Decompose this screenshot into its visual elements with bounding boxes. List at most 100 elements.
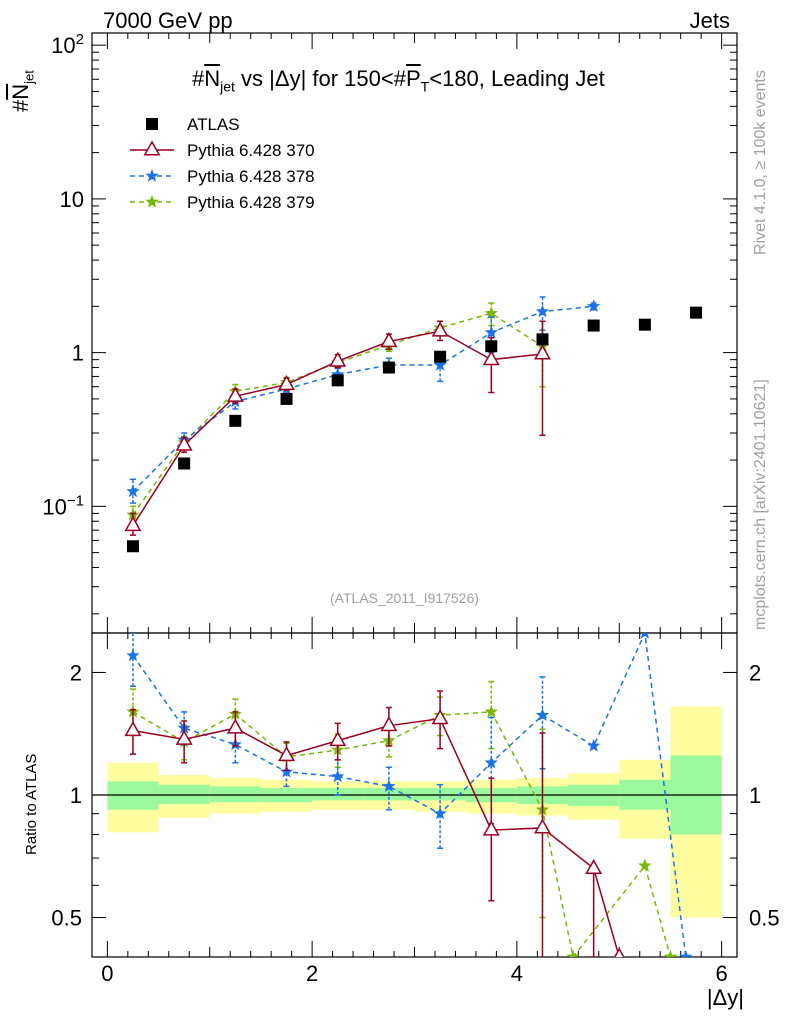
x-tick-label: 2	[306, 961, 318, 986]
triangle-marker	[175, 729, 193, 745]
ratio-bands	[107, 706, 722, 918]
title-sub-t: T	[420, 78, 430, 95]
star-marker	[638, 858, 652, 872]
top-y-tick-label: 10−1	[42, 492, 84, 519]
star-marker	[279, 764, 294, 778]
tick-exponent: 2	[76, 31, 84, 48]
title-hash: #	[192, 66, 205, 91]
star-marker	[433, 806, 447, 820]
ratio-y-tick-label-right: 2	[749, 660, 761, 685]
triangle-marker	[278, 746, 296, 762]
triangle-marker	[533, 818, 551, 834]
triangle-marker	[226, 386, 244, 402]
triangle-marker	[329, 351, 347, 367]
ratio-y-tick-label-left: 0.5	[51, 906, 82, 931]
legend-marker	[146, 118, 158, 130]
star-marker	[331, 367, 345, 381]
triangle-marker	[380, 332, 398, 348]
main-series	[124, 320, 551, 536]
triangle-marker	[482, 350, 500, 366]
top-y-tick-label: 10	[60, 187, 84, 212]
triangle-marker	[175, 435, 193, 451]
star-marker	[145, 169, 159, 182]
ratio-y-tick-label-right: 0.5	[749, 906, 780, 931]
main-point	[587, 319, 600, 332]
main-point	[126, 540, 139, 553]
main-point	[229, 414, 242, 427]
star-marker	[126, 484, 140, 498]
main-series	[126, 306, 703, 553]
triangle-marker	[613, 947, 625, 957]
main-point	[434, 350, 447, 363]
mcplots-source-label: mcplots.cern.ch [arXiv:2401.10621]	[752, 379, 769, 630]
main-point	[331, 374, 344, 387]
ratio-series	[124, 690, 625, 957]
triangle-marker	[124, 721, 142, 737]
main-line	[132, 305, 594, 492]
tick-base: 10	[42, 494, 66, 519]
analysis-reference: (ATLAS_2011_I917526)	[330, 590, 479, 606]
main-point	[178, 457, 191, 470]
band-inner	[209, 786, 261, 803]
triangle-marker	[431, 321, 449, 337]
title-sub-jet: jet	[220, 78, 235, 95]
tick-base: 10	[60, 187, 84, 212]
ratio-line	[132, 717, 620, 957]
tick-base: 1	[72, 341, 84, 366]
triangle-marker	[482, 820, 500, 836]
x-axis-label: |Δy|	[706, 985, 744, 1010]
legend: ATLAS Pythia 6.428 370 Pythia 6.428 378 Pyt…	[130, 115, 315, 212]
triangle-marker	[380, 716, 398, 732]
star-marker	[145, 195, 159, 208]
triangle-marker	[431, 709, 449, 725]
star-marker	[535, 708, 550, 721]
legend-label: Pythia 6.428 370	[187, 141, 315, 160]
ratio-y-tick-label-left: 1	[70, 783, 82, 808]
triangle-marker	[143, 140, 161, 156]
ratio-line	[132, 711, 672, 957]
tick-exponent: −1	[67, 492, 84, 509]
star-marker	[331, 769, 345, 783]
ratio-y-axis-label: Ratio to ATLAS	[23, 753, 40, 855]
star-marker	[587, 738, 601, 752]
title-end: <180, Leading Jet	[429, 66, 605, 91]
triangle-marker	[585, 858, 603, 875]
main-point	[382, 361, 395, 374]
star-marker	[679, 950, 693, 957]
energy-label: 7000 GeV pp	[103, 8, 233, 33]
ratio-y-tick-label-left: 2	[70, 660, 82, 685]
x-tick-label: 6	[716, 961, 728, 986]
star-marker	[382, 779, 396, 792]
rivet-version-label: Rivet 4.1.0, ≥ 100k events	[752, 70, 769, 255]
star-marker	[126, 648, 140, 662]
main-point	[485, 340, 498, 353]
plot-title: #Njet vs |Δy| for 150<#PT<180, Leading J…	[192, 66, 605, 94]
title-p: P	[405, 66, 421, 91]
x-tick-label: 4	[511, 961, 523, 986]
band-inner	[158, 784, 210, 805]
ylabel-sub: jet	[21, 70, 37, 84]
title-n: N	[204, 66, 221, 91]
main-point	[536, 333, 549, 346]
ylabel-hash: #	[8, 99, 33, 112]
main-point	[638, 318, 651, 331]
category-label: Jets	[689, 8, 730, 33]
legend-label: Pythia 6.428 379	[187, 193, 315, 212]
star-marker	[484, 325, 498, 339]
ratio-line	[132, 633, 687, 957]
triangle-marker	[124, 516, 142, 532]
main-line	[132, 312, 543, 516]
triangle-marker	[329, 731, 347, 747]
triangle-marker	[226, 718, 244, 734]
star-marker	[484, 704, 498, 718]
band-inner	[414, 788, 466, 801]
legend-label: Pythia 6.428 378	[187, 167, 315, 186]
star-marker	[663, 950, 678, 957]
star-marker	[535, 304, 550, 318]
ratio-y-tick-label-right: 1	[749, 783, 761, 808]
star-marker	[587, 299, 601, 312]
x-tick-label: 0	[101, 961, 113, 986]
star-marker	[484, 755, 498, 769]
triangle-marker	[278, 375, 296, 391]
